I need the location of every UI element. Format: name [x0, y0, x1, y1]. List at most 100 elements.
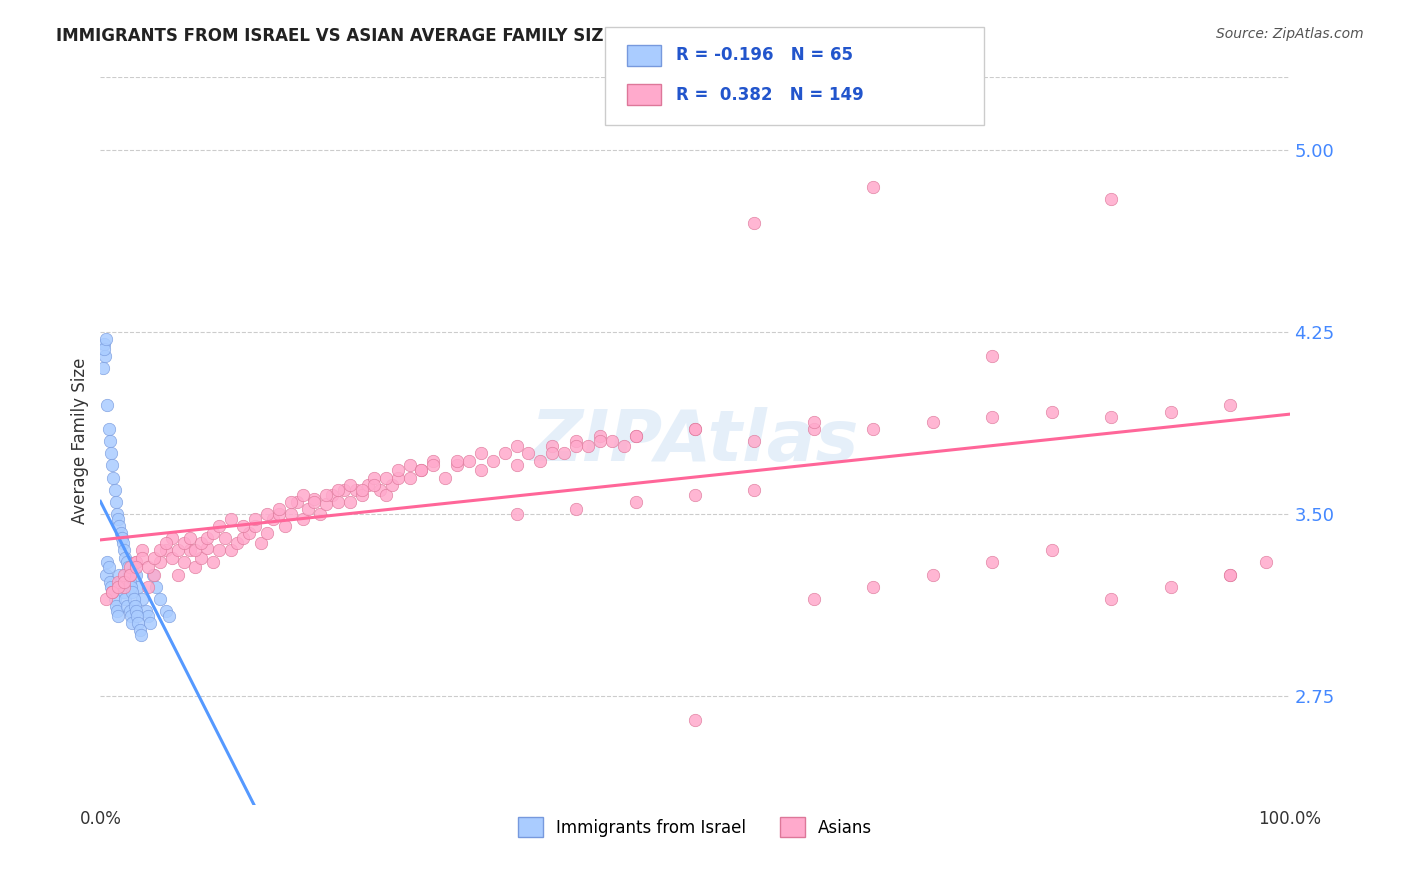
- Point: [107, 512, 129, 526]
- Point: [96, 556, 118, 570]
- Point: [155, 543, 177, 558]
- Point: [115, 556, 138, 570]
- Point: [96, 567, 118, 582]
- Point: [339, 495, 361, 509]
- Point: [1254, 556, 1277, 570]
- Point: [541, 446, 564, 460]
- Point: [744, 434, 766, 449]
- Text: IMMIGRANTS FROM ISRAEL VS ASIAN AVERAGE FAMILY SIZE CORRELATION CHART: IMMIGRANTS FROM ISRAEL VS ASIAN AVERAGE …: [56, 27, 820, 45]
- Point: [197, 531, 219, 545]
- Point: [494, 446, 516, 460]
- Point: [101, 458, 124, 473]
- Point: [315, 487, 337, 501]
- Point: [250, 536, 273, 550]
- Point: [333, 483, 356, 497]
- Point: [387, 470, 409, 484]
- Point: [683, 422, 706, 436]
- Point: [683, 487, 706, 501]
- Point: [104, 599, 127, 614]
- Text: Source: ZipAtlas.com: Source: ZipAtlas.com: [1216, 27, 1364, 41]
- Point: [458, 453, 481, 467]
- Point: [101, 584, 124, 599]
- Point: [363, 478, 385, 492]
- Legend: Immigrants from Israel, Asians: Immigrants from Israel, Asians: [512, 810, 879, 844]
- Point: [149, 591, 172, 606]
- Point: [127, 616, 149, 631]
- Point: [94, 349, 117, 363]
- Point: [339, 478, 361, 492]
- Point: [505, 458, 527, 473]
- Point: [363, 470, 385, 484]
- Point: [118, 567, 141, 582]
- Point: [1099, 192, 1122, 206]
- Point: [105, 604, 128, 618]
- Point: [1160, 580, 1182, 594]
- Point: [107, 608, 129, 623]
- Point: [114, 550, 136, 565]
- Point: [803, 415, 825, 429]
- Point: [173, 556, 195, 570]
- Point: [422, 458, 444, 473]
- Point: [91, 361, 114, 376]
- Point: [96, 591, 118, 606]
- Point: [120, 608, 142, 623]
- Point: [803, 591, 825, 606]
- Point: [121, 616, 143, 631]
- Point: [280, 507, 302, 521]
- Point: [149, 556, 172, 570]
- Point: [357, 478, 380, 492]
- Point: [98, 434, 121, 449]
- Point: [101, 584, 124, 599]
- Point: [108, 519, 131, 533]
- Point: [1219, 567, 1241, 582]
- Point: [179, 543, 201, 558]
- Point: [398, 470, 420, 484]
- Point: [120, 567, 142, 582]
- Point: [166, 543, 188, 558]
- Point: [125, 560, 148, 574]
- Point: [600, 434, 623, 449]
- Point: [136, 580, 159, 594]
- Point: [446, 453, 468, 467]
- Point: [202, 556, 225, 570]
- Point: [136, 608, 159, 623]
- Point: [120, 604, 142, 618]
- Point: [125, 567, 148, 582]
- Point: [117, 560, 139, 574]
- Point: [103, 470, 125, 484]
- Point: [803, 422, 825, 436]
- Point: [446, 458, 468, 473]
- Point: [124, 599, 146, 614]
- Point: [256, 507, 278, 521]
- Point: [565, 439, 588, 453]
- Point: [112, 584, 135, 599]
- Point: [155, 536, 177, 550]
- Point: [219, 512, 242, 526]
- Point: [214, 531, 236, 545]
- Point: [381, 478, 404, 492]
- Point: [105, 507, 128, 521]
- Point: [135, 604, 157, 618]
- Point: [529, 453, 551, 467]
- Point: [321, 487, 343, 501]
- Point: [232, 519, 254, 533]
- Point: [184, 543, 207, 558]
- Point: [1099, 591, 1122, 606]
- Point: [125, 604, 148, 618]
- Point: [120, 574, 142, 589]
- Point: [155, 604, 177, 618]
- Point: [190, 536, 212, 550]
- Point: [328, 495, 350, 509]
- Point: [115, 599, 138, 614]
- Point: [131, 550, 153, 565]
- Point: [202, 526, 225, 541]
- Point: [129, 628, 152, 642]
- Point: [291, 487, 314, 501]
- Point: [1040, 405, 1063, 419]
- Point: [981, 349, 1004, 363]
- Point: [100, 446, 122, 460]
- Point: [344, 483, 367, 497]
- Point: [160, 531, 183, 545]
- Y-axis label: Average Family Size: Average Family Size: [72, 358, 89, 524]
- Point: [114, 591, 136, 606]
